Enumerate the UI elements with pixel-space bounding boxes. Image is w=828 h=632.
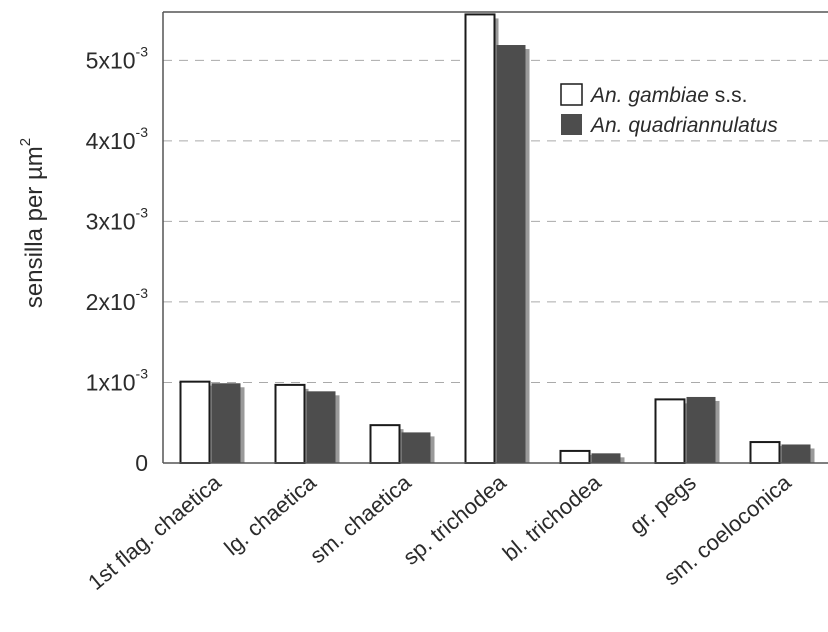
bar-series-2-3: [496, 45, 526, 463]
legend-label-series-1: An. gambiae s.s.: [589, 84, 747, 107]
y-tick-label-3: 3x10-3: [86, 204, 149, 234]
bar-series-1-4: [559, 449, 591, 465]
y-tick-label-5: 5x10-3: [86, 43, 149, 73]
x-tick-label-5: gr. pegs: [625, 470, 701, 539]
bar-series-2-0: [211, 383, 241, 463]
y-tick-label-1: 1x10-3: [86, 365, 149, 395]
x-tick-label-4: bl. trichodea: [498, 469, 606, 566]
y-tick-label-4: 4x10-3: [86, 124, 149, 154]
bar-series-1-0: [179, 380, 211, 465]
bar-series-2-1: [306, 391, 336, 463]
x-tick-label-3: sp. trichodea: [398, 469, 511, 570]
legend-label-series-1-italic: An. gambiae: [589, 84, 709, 107]
bar-series-2-4: [591, 453, 621, 463]
bar-series-2-6: [781, 444, 811, 463]
y-tick-labels: 0 1x10-3 2x10-3 3x10-3 4x10-3 5x10-3: [86, 43, 149, 476]
legend-swatch-series-2: [561, 114, 582, 135]
bar-series-1-1: [274, 383, 306, 465]
bar-series-2-2: [401, 432, 431, 463]
y-axis-label-exponent: 2: [17, 138, 34, 146]
bar-series-2-5: [686, 396, 716, 463]
bar-series-1-3: [464, 13, 496, 464]
y-axis-label: sensilla per µm2: [17, 138, 48, 308]
bar-series-1-6: [749, 441, 781, 464]
x-tick-label-1: lg. chaetica: [219, 469, 321, 560]
y-tick-label-2: 2x10-3: [86, 285, 149, 315]
legend-label-series-2: An. quadriannulatus: [589, 114, 778, 137]
axes: [162, 11, 828, 464]
y-tick-label-0: 0: [135, 450, 148, 476]
legend-swatch-series-1: [560, 83, 583, 106]
legend: An. gambiae s.s. An. quadriannulatus: [560, 83, 778, 137]
bar-series-1-5: [654, 398, 686, 465]
legend-label-series-2-italic: An. quadriannulatus: [589, 114, 778, 137]
y-axis-label-text: sensilla per µm: [21, 146, 48, 308]
x-tick-label-0: 1st flag. chaetica: [83, 469, 226, 595]
bar-series-1-2: [369, 424, 401, 465]
legend-label-series-1-suffix: s.s.: [709, 84, 748, 107]
bars: [179, 13, 815, 465]
